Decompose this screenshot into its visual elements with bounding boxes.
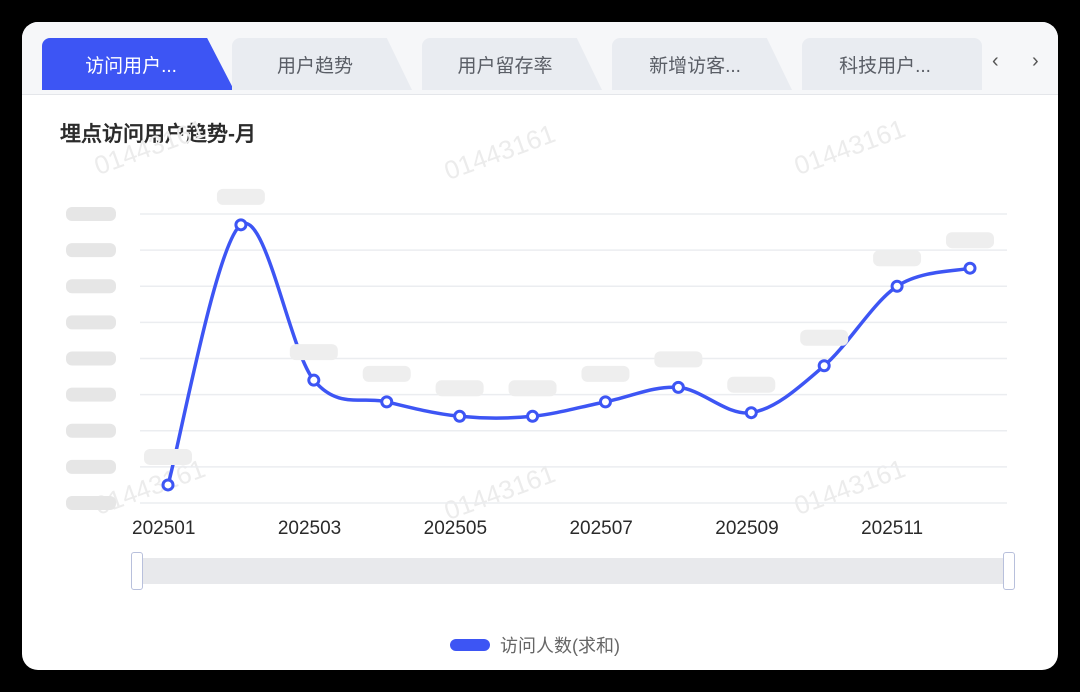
- data-label-blurred: [362, 365, 411, 382]
- legend[interactable]: 访问人数(求和): [450, 632, 620, 658]
- chart-card: 访问用户... 用户趋势 用户留存率 新增访客... 科技用户... ‹ › 埋…: [22, 22, 1058, 670]
- line-plot: [66, 188, 1007, 510]
- datazoom-slider[interactable]: [136, 558, 1010, 584]
- data-label-blurred: [946, 232, 994, 249]
- data-point[interactable]: [963, 261, 977, 275]
- data-point[interactable]: [744, 406, 758, 420]
- tab-user-trend[interactable]: 用户趋势: [232, 38, 412, 90]
- tab-visit-users[interactable]: 访问用户...: [42, 38, 234, 90]
- legend-label: 访问人数(求和): [500, 636, 620, 656]
- data-point[interactable]: [234, 218, 248, 232]
- x-tick-label: 202501: [132, 518, 196, 539]
- tab-label: 访问用户...: [85, 55, 177, 77]
- tab-new-visitors[interactable]: 新增访客...: [612, 38, 792, 90]
- legend-swatch: [450, 639, 490, 651]
- data-point[interactable]: [380, 395, 394, 409]
- data-point[interactable]: [817, 359, 831, 373]
- data-point[interactable]: [598, 395, 612, 409]
- data-point[interactable]: [890, 279, 904, 293]
- tab-label: 科技用户...: [839, 55, 931, 77]
- data-label-blurred: [873, 250, 922, 267]
- x-tick-label: 202511: [861, 518, 924, 539]
- tab-label: 用户趋势: [276, 55, 353, 77]
- slider-handle-left[interactable]: [131, 552, 143, 590]
- data-point[interactable]: [307, 373, 321, 387]
- tab-tech-users[interactable]: 科技用户...: [802, 38, 982, 90]
- tab-bar: 访问用户... 用户趋势 用户留存率 新增访客... 科技用户... ‹ ›: [22, 22, 1058, 95]
- x-tick-label: 202505: [423, 518, 488, 539]
- data-point[interactable]: [526, 409, 540, 423]
- chevron-left-icon[interactable]: ‹: [992, 50, 999, 72]
- data-label-blurred: [216, 188, 265, 205]
- data-label-blurred: [508, 380, 557, 397]
- data-point[interactable]: [453, 409, 467, 423]
- slider-handle-right[interactable]: [1003, 552, 1015, 590]
- data-point[interactable]: [671, 380, 685, 394]
- tab-label: 新增访客...: [649, 55, 741, 77]
- chevron-right-icon[interactable]: ›: [1032, 50, 1039, 72]
- data-label-blurred: [581, 365, 630, 382]
- data-label-blurred: [654, 351, 703, 368]
- x-tick-label: 202507: [569, 518, 633, 539]
- x-tick-label: 202509: [715, 518, 779, 539]
- data-label-blurred: [435, 380, 484, 397]
- tab-label: 用户留存率: [457, 55, 553, 77]
- data-label-blurred: [800, 329, 849, 346]
- data-label-blurred: [289, 344, 338, 361]
- data-label-blurred: [727, 376, 776, 393]
- x-tick-label: 202503: [277, 518, 342, 539]
- data-point[interactable]: [161, 478, 175, 492]
- tab-retention[interactable]: 用户留存率: [422, 38, 602, 90]
- chart-title: 埋点访问用户趋势-月: [60, 123, 256, 146]
- data-label-blurred: [144, 448, 192, 465]
